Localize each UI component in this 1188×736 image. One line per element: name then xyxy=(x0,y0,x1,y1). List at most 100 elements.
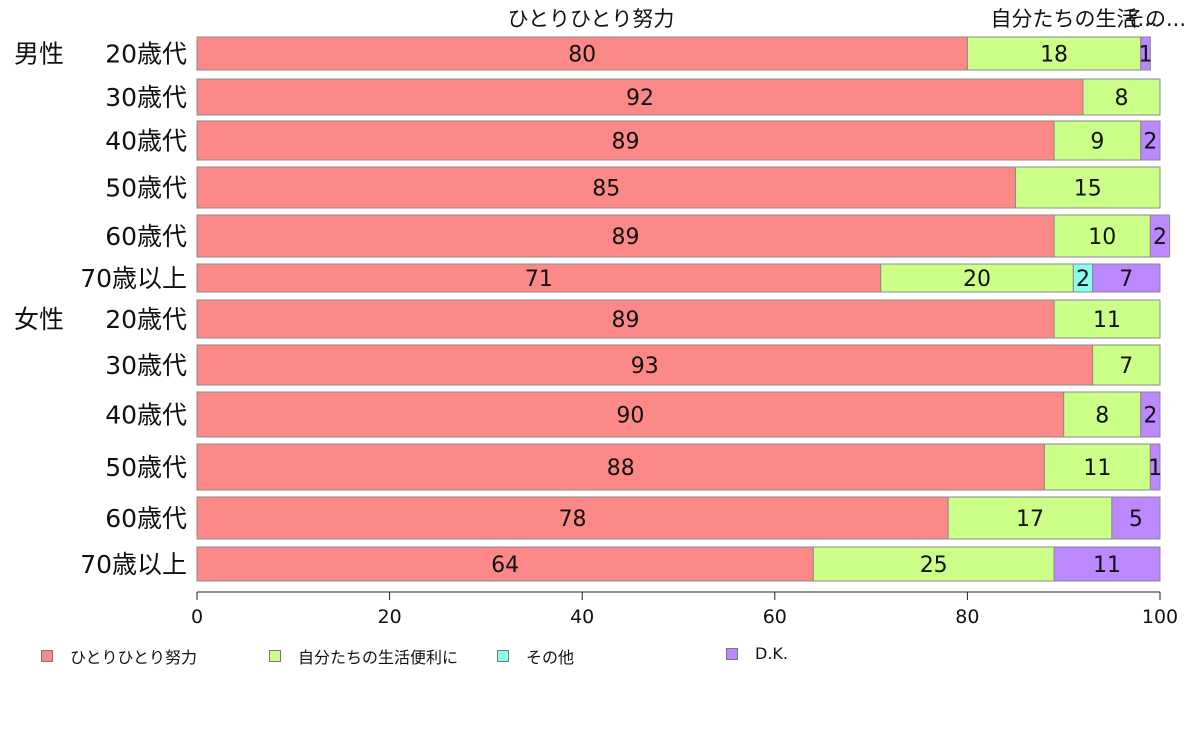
category-label: 40歳代 xyxy=(105,127,187,156)
bar-segment xyxy=(1092,344,1161,386)
top-series-label: その... xyxy=(1124,7,1186,31)
category-label: 70歳以上 xyxy=(80,264,187,293)
data-label: 7 xyxy=(1119,354,1133,379)
data-label: 64 xyxy=(491,553,519,578)
legend: ひとりひとり努力 自分たちの生活便利に その他 D.K. xyxy=(0,644,1188,668)
category-label: 70歳以上 xyxy=(80,550,187,579)
legend-label: ひとりひとり努力 xyxy=(70,648,198,667)
group-label: 女性 xyxy=(14,305,64,334)
legend-label: その他 xyxy=(526,648,575,667)
category-label: 60歳代 xyxy=(105,504,187,533)
category-label: 30歳代 xyxy=(105,351,187,380)
data-label: 2 xyxy=(1143,130,1157,155)
bar-segment xyxy=(1053,299,1161,339)
legend-swatch xyxy=(269,650,281,662)
top-series-label: ひとりひとり努力 xyxy=(508,7,675,31)
bar-segment xyxy=(1140,391,1161,438)
legend-item: 自分たちの生活便利に xyxy=(269,644,458,668)
x-tick-label: 20 xyxy=(378,606,402,628)
x-tick-label: 60 xyxy=(763,606,787,628)
data-label: 1 xyxy=(1139,43,1153,68)
group-label: 男性 xyxy=(14,40,64,69)
data-label: 5 xyxy=(1129,507,1143,532)
legend-label: D.K. xyxy=(755,644,788,663)
bar-segment xyxy=(196,391,1065,438)
legend-item: D.K. xyxy=(726,644,788,663)
data-label: 11 xyxy=(1093,553,1121,578)
data-label: 2 xyxy=(1153,225,1167,250)
bar-segment xyxy=(1140,36,1151,71)
data-label: 11 xyxy=(1083,456,1111,481)
data-label: 7 xyxy=(1119,267,1133,292)
legend-swatch xyxy=(726,647,738,660)
data-label: 20 xyxy=(963,267,991,292)
data-label: 18 xyxy=(1040,43,1068,68)
bar-segment xyxy=(1149,443,1161,491)
x-tick-label: 40 xyxy=(570,606,594,628)
data-label: 88 xyxy=(607,456,635,481)
bar-segment xyxy=(1063,391,1142,438)
category-label: 30歳代 xyxy=(105,83,187,112)
legend-swatch xyxy=(497,650,509,662)
top-series-label: 自分たちの生活... xyxy=(990,7,1157,31)
category-label: 40歳代 xyxy=(105,401,187,430)
data-label: 90 xyxy=(616,404,644,429)
bar-segment xyxy=(196,496,949,540)
x-tick-label: 0 xyxy=(191,606,203,628)
bar-segment xyxy=(880,263,1074,293)
x-tick-label: 100 xyxy=(1142,606,1178,628)
data-label: 8 xyxy=(1095,404,1109,429)
data-label: 8 xyxy=(1114,86,1128,111)
bar-segment xyxy=(196,546,814,582)
data-label: 2 xyxy=(1076,267,1090,292)
bar-segment xyxy=(1053,546,1161,582)
legend-swatch xyxy=(41,650,53,662)
legend-label: 自分たちの生活便利に xyxy=(298,648,459,667)
data-label: 10 xyxy=(1088,225,1116,250)
bar-segment xyxy=(1111,496,1161,540)
category-label: 50歳代 xyxy=(105,174,187,203)
bar-segment xyxy=(1053,214,1151,258)
bar-segment xyxy=(1043,443,1151,491)
x-tick-label: 80 xyxy=(955,606,979,628)
bar-segment xyxy=(196,299,1055,339)
bar-segment xyxy=(947,496,1113,540)
data-label: 2 xyxy=(1143,404,1157,429)
bar-segment xyxy=(812,546,1055,582)
bar-segment xyxy=(1140,120,1161,161)
data-label: 1 xyxy=(1148,456,1162,481)
bar-segment xyxy=(1149,214,1171,258)
bar-segment xyxy=(1053,120,1142,161)
bar-segment xyxy=(1015,166,1161,209)
legend-item: ひとりひとり努力 xyxy=(41,644,197,668)
data-label: 71 xyxy=(525,267,553,292)
category-label: 20歳代 xyxy=(105,40,187,69)
category-label: 20歳代 xyxy=(105,305,187,334)
data-label: 85 xyxy=(592,177,620,202)
data-label: 9 xyxy=(1090,130,1104,155)
bar-segment xyxy=(1082,78,1161,116)
bar-segment xyxy=(196,344,1094,386)
category-label: 50歳代 xyxy=(105,453,187,482)
data-label: 93 xyxy=(631,354,659,379)
bar-segment xyxy=(196,443,1045,491)
bar-segment xyxy=(1092,263,1161,293)
data-label: 89 xyxy=(612,308,640,333)
bar-segment xyxy=(196,78,1084,116)
data-label: 11 xyxy=(1093,308,1121,333)
category-label: 60歳代 xyxy=(105,222,187,251)
bar-segment xyxy=(196,120,1055,161)
bar-segment xyxy=(196,166,1017,209)
data-label: 15 xyxy=(1074,177,1102,202)
data-label: 25 xyxy=(920,553,948,578)
legend-item: その他 xyxy=(497,644,574,668)
bar-segment xyxy=(196,36,968,71)
data-label: 80 xyxy=(568,43,596,68)
data-label: 92 xyxy=(626,86,654,111)
data-label: 89 xyxy=(612,130,640,155)
data-label: 89 xyxy=(612,225,640,250)
data-label: 78 xyxy=(559,507,587,532)
data-label: 17 xyxy=(1016,507,1044,532)
bar-segment xyxy=(966,36,1142,71)
